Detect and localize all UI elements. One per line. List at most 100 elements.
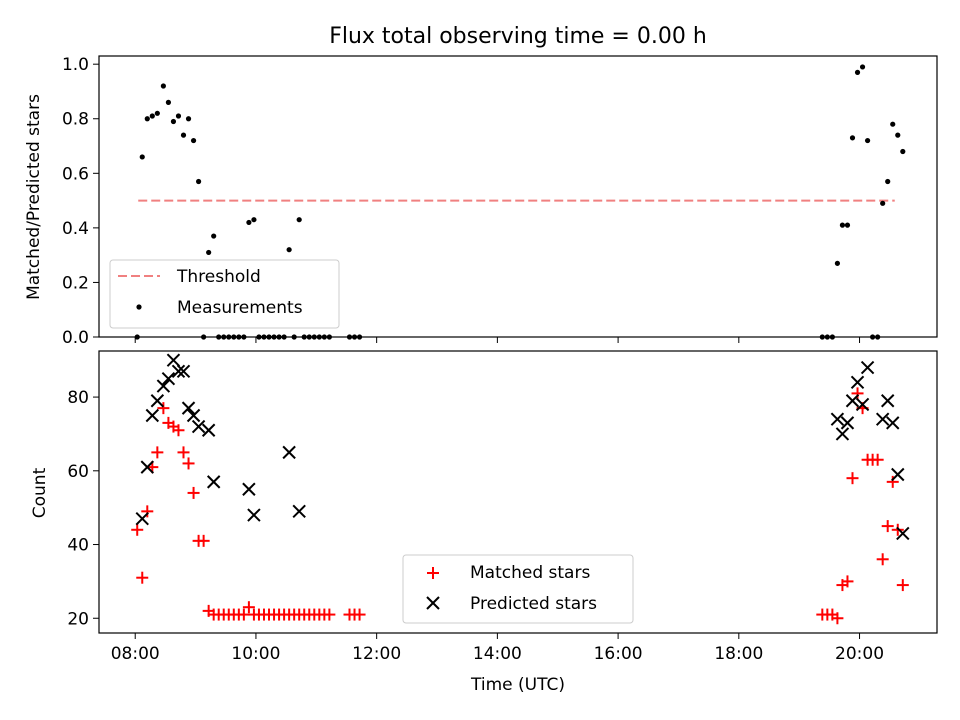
matched-star-marker xyxy=(871,453,884,466)
measurement-point xyxy=(286,247,292,253)
ratio-y-tick-label: 0.6 xyxy=(62,164,89,184)
measurement-point xyxy=(180,132,187,138)
predicted-star-marker xyxy=(191,419,206,434)
matched-star-marker xyxy=(197,534,210,547)
predicted-star-marker xyxy=(886,416,900,430)
matched-star-marker xyxy=(881,520,894,533)
measurement-point xyxy=(895,132,901,138)
measurement-point xyxy=(296,217,302,223)
legend-measurements-swatch xyxy=(136,304,142,310)
matched-star-marker xyxy=(151,446,164,459)
count-y-axis-label: Count xyxy=(30,467,50,518)
count-x-tick-label: 20:00 xyxy=(835,644,884,664)
measurement-point xyxy=(170,118,177,125)
measurement-point xyxy=(854,69,861,75)
predicted-star-marker xyxy=(835,427,850,441)
predicted-star-marker xyxy=(140,460,154,474)
ratio-y-axis-label: Matched/Predicted stars xyxy=(24,94,44,300)
measurement-point xyxy=(154,110,160,116)
legend-matched-swatch xyxy=(427,567,439,579)
count-panel: Count Time (UTC) 20 40 60 80 08:00 10:00 12:00… xyxy=(30,350,938,695)
ratio-y-tick-label: 1.0 xyxy=(62,55,89,75)
predicted-star-marker xyxy=(176,364,191,378)
count-x-tick-label: 18:00 xyxy=(714,644,763,664)
matched-star-marker xyxy=(182,457,195,470)
legend-matched-label: Matched stars xyxy=(470,563,590,583)
count-x-tick-label: 14:00 xyxy=(473,644,522,664)
predicted-star-marker xyxy=(292,504,306,519)
count-x-tick-label: 08:00 xyxy=(111,644,160,664)
predicted-star-marker xyxy=(875,412,890,426)
measurement-point xyxy=(175,113,182,119)
measurement-point xyxy=(864,137,871,144)
count-y-tick-label: 20 xyxy=(67,609,89,629)
matched-star-marker xyxy=(851,387,864,400)
legend-predicted-label: Predicted stars xyxy=(470,594,597,614)
chart-title: Flux total observing time = 0.00 h xyxy=(329,24,707,49)
measurement-point xyxy=(165,99,172,105)
predicted-star-marker xyxy=(206,475,221,489)
measurement-point xyxy=(185,116,192,122)
ratio-y-tick-label: 0.0 xyxy=(62,328,89,348)
predicted-star-marker xyxy=(896,526,910,541)
count-x-tick-label: 16:00 xyxy=(594,644,643,664)
count-y-tick-label: 80 xyxy=(67,388,89,408)
matched-star-marker xyxy=(242,601,255,614)
measurement-point xyxy=(839,222,846,228)
predicted-star-marker xyxy=(242,482,256,496)
predicted-star-marker xyxy=(840,416,855,430)
count-plot-frame xyxy=(98,350,938,634)
predicted-star-marker xyxy=(830,412,845,426)
matched-star-marker xyxy=(886,475,899,488)
measurement-point xyxy=(149,113,155,119)
predicted-star-marker xyxy=(850,375,865,390)
matched-star-marker xyxy=(131,523,144,536)
measurement-point xyxy=(890,121,896,127)
predicted-stars-layer xyxy=(135,353,910,541)
matched-star-marker xyxy=(141,505,154,518)
matched-stars-layer xyxy=(131,387,909,625)
matched-star-marker xyxy=(323,608,336,621)
measurement-point xyxy=(211,233,217,239)
matched-star-marker xyxy=(896,579,909,592)
count-x-tick-label: 10:00 xyxy=(231,644,280,664)
measurement-point xyxy=(206,249,212,256)
count-legend-box xyxy=(402,554,634,624)
measurement-point xyxy=(246,219,252,226)
measurement-point xyxy=(195,178,202,185)
count-legend: Matched stars Predicted stars xyxy=(402,554,634,624)
predicted-star-marker xyxy=(135,512,149,526)
measurement-point xyxy=(844,222,851,228)
ratio-y-tick-label: 0.8 xyxy=(62,110,89,130)
count-x-axis-label: Time (UTC) xyxy=(470,675,565,695)
ratio-axes-layer: 0.0 0.2 0.4 0.6 0.8 1.0 xyxy=(62,55,861,348)
measurement-point xyxy=(190,137,197,144)
count-y-tick-label: 60 xyxy=(67,462,89,482)
predicted-star-marker xyxy=(880,394,895,408)
measurement-point xyxy=(144,116,150,122)
matched-star-marker xyxy=(136,571,149,584)
matched-star-marker xyxy=(177,446,190,459)
predicted-star-marker xyxy=(181,401,196,415)
count-x-tick-label: 12:00 xyxy=(352,644,401,664)
measurement-point xyxy=(885,178,891,185)
measurement-point xyxy=(849,135,856,141)
matched-star-marker xyxy=(353,608,366,621)
count-y-tick-label: 40 xyxy=(67,536,89,556)
predicted-star-marker xyxy=(171,364,186,378)
predicted-star-marker xyxy=(845,394,860,408)
predicted-star-marker xyxy=(201,423,216,437)
legend-measurements-label: Measurements xyxy=(177,298,303,318)
measurement-point xyxy=(880,200,886,206)
matched-star-marker xyxy=(846,472,859,485)
predicted-star-marker xyxy=(150,394,165,408)
predicted-star-marker xyxy=(145,408,160,423)
measurement-point xyxy=(160,83,166,89)
matched-star-marker xyxy=(831,612,844,625)
ratio-legend: Threshold Measurements xyxy=(109,259,340,329)
predicted-star-marker xyxy=(156,379,171,393)
matched-star-marker xyxy=(187,486,200,499)
measurement-point xyxy=(859,64,866,70)
predicted-star-marker xyxy=(855,397,870,412)
